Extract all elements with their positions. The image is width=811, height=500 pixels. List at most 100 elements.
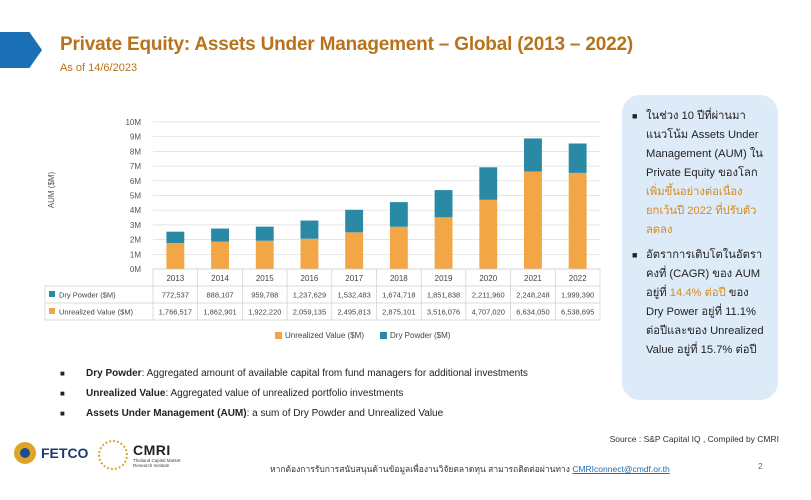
data-label: 1,851,838 (427, 291, 460, 300)
page-title: Private Equity: Assets Under Management … (60, 34, 633, 55)
y-tick-label: 8M (130, 147, 141, 156)
data-table: 2013 2014 2015 2016 2017 2018 2019 2020 2021 2022… (44, 268, 601, 321)
bar-dry-powder-2021 (524, 138, 542, 172)
y-tick-label: 9M (130, 133, 141, 142)
data-label: 2,248,248 (516, 291, 549, 300)
square-bullet-icon: ■ (632, 111, 638, 121)
definitions-list: ■ Dry Powder: Aggregated amount of avail… (60, 368, 600, 428)
legend-label: Unrealized Value ($M) (285, 331, 364, 340)
square-bullet-icon: ■ (60, 409, 65, 418)
data-label: 1,999,390 (561, 291, 594, 300)
x-tick-label: 2015 (256, 274, 274, 283)
x-tick-label: 2014 (211, 274, 229, 283)
bar-dry-powder-2014 (211, 228, 229, 242)
x-tick-label: 2016 (301, 274, 319, 283)
x-tick-label: 2019 (435, 274, 453, 283)
data-label: 4,707,020 (472, 308, 505, 317)
info-highlight-cagr: 14.4% ต่อปี (669, 287, 726, 299)
bar-unrealized-value-2015 (255, 240, 274, 269)
data-label: 1,766,517 (159, 308, 192, 317)
bar-unrealized-value-2021 (524, 171, 542, 269)
data-label: 1,237,629 (293, 291, 326, 300)
data-label: 6,634,050 (516, 308, 549, 317)
info-item-trend: ■ ในช่วง 10 ปีที่ผ่านมา แนวโน้ม Assets U… (632, 107, 768, 240)
bar-unrealized-value-2013 (166, 243, 185, 269)
info-text-trend: ในช่วง 10 ปีที่ผ่านมา แนวโน้ม Assets Und… (646, 110, 763, 236)
y-tick-label: 5M (130, 192, 141, 201)
bar-dry-powder-2015 (255, 226, 274, 241)
bars-layer (166, 138, 587, 269)
bar-dry-powder-2022 (568, 143, 587, 173)
bar-unrealized-value-2022 (568, 172, 587, 269)
bar-dry-powder-2016 (300, 220, 319, 239)
y-tick-label: 6M (130, 177, 141, 186)
square-bullet-icon: ■ (60, 389, 65, 398)
legend-swatch (275, 332, 282, 339)
y-tick-label: 1M (130, 250, 141, 259)
footer-note: หากต้องการรับการสนับสนุนด้านข้อมูลเพื่อง… (270, 464, 670, 474)
x-tick-label: 2018 (390, 274, 408, 283)
bar-dry-powder-2017 (345, 209, 364, 233)
bar-dry-powder-2020 (479, 167, 498, 200)
y-axis-label: AUM ($M) (47, 171, 56, 208)
legend-label: Dry Powder ($M) (390, 331, 451, 340)
data-label: 888,107 (206, 291, 233, 300)
bar-unrealized-value-2017 (345, 232, 364, 269)
fetco-logo: FETCO (14, 442, 88, 464)
y-axis-ticks: 0M 1M 2M 3M 4M 5M 6M 7M 8M 9M 10M (125, 118, 141, 274)
accent-tab (0, 32, 42, 68)
data-label: 1,674,718 (382, 291, 415, 300)
chart-legend: Unrealized Value ($M) Dry Powder ($M) (275, 331, 451, 340)
bar-unrealized-value-2014 (211, 241, 229, 269)
bar-unrealized-value-2016 (300, 238, 319, 269)
cmri-logo-icon (98, 440, 128, 470)
table-row-label: Unrealized Value ($M) (59, 308, 134, 317)
page-number: 2 (758, 461, 763, 471)
data-label: 2,211,960 (472, 291, 505, 300)
source-note: Source : S&P Capital IQ , Compiled by CM… (609, 434, 779, 444)
definition-unrealized-value: ■ Unrealized Value: Aggregated value of … (60, 388, 404, 399)
table-legend-swatch (49, 308, 55, 314)
data-label: 772,537 (162, 291, 189, 300)
y-tick-label: 3M (130, 221, 141, 230)
x-tick-label: 2017 (345, 274, 363, 283)
x-tick-label: 2022 (569, 274, 587, 283)
legend-swatch (380, 332, 387, 339)
data-label: 2,059,135 (293, 308, 326, 317)
data-label: 1,922,220 (248, 308, 281, 317)
x-tick-label: 2021 (524, 274, 542, 283)
fetco-logo-icon (14, 442, 36, 464)
info-box: ■ ในช่วง 10 ปีที่ผ่านมา แนวโน้ม Assets U… (622, 95, 778, 400)
square-bullet-icon: ■ (632, 250, 638, 260)
info-highlight-trend: เพิ่มขึ้นอย่างต่อเนื่อง ยกเว้นปี 2022 ที… (646, 186, 757, 236)
data-label: 2,495,813 (337, 308, 370, 317)
square-bullet-icon: ■ (60, 369, 65, 378)
bar-unrealized-value-2018 (389, 226, 408, 269)
y-tick-label: 10M (125, 118, 141, 127)
data-label: 6,538,695 (561, 308, 594, 317)
bar-dry-powder-2019 (434, 190, 453, 218)
y-tick-label: 2M (130, 236, 141, 245)
x-tick-label: 2013 (166, 274, 184, 283)
info-text-cagr: อัตราการเติบโตในอัตราคงที่ (CAGR) ของ AU… (646, 249, 764, 356)
bar-dry-powder-2018 (389, 202, 408, 227)
info-item-cagr: ■ อัตราการเติบโตในอัตราคงที่ (CAGR) ของ … (632, 246, 768, 360)
y-tick-label: 4M (130, 206, 141, 215)
data-label: 1,532,483 (337, 291, 370, 300)
table-row-label: Dry Powder ($M) (59, 291, 116, 300)
definition-dry-powder: ■ Dry Powder: Aggregated amount of avail… (60, 368, 528, 379)
data-label: 2,875,101 (382, 308, 415, 317)
y-tick-label: 7M (130, 162, 141, 171)
y-tick-label: 0M (130, 265, 141, 274)
x-tick-label: 2020 (479, 274, 497, 283)
bar-unrealized-value-2020 (479, 199, 498, 269)
bar-dry-powder-2013 (166, 231, 185, 244)
cmri-logo: CMRI Thailand Capital Market Research In… (98, 440, 183, 470)
contact-email-link[interactable]: CMRIconnect@cmdf.or.th (572, 464, 670, 474)
data-label: 3,516,076 (427, 308, 460, 317)
definition-aum: ■ Assets Under Management (AUM): a sum o… (60, 408, 444, 419)
data-label: 1,862,901 (203, 308, 236, 317)
data-label: 959,788 (251, 291, 278, 300)
table-legend-swatch (49, 291, 55, 297)
